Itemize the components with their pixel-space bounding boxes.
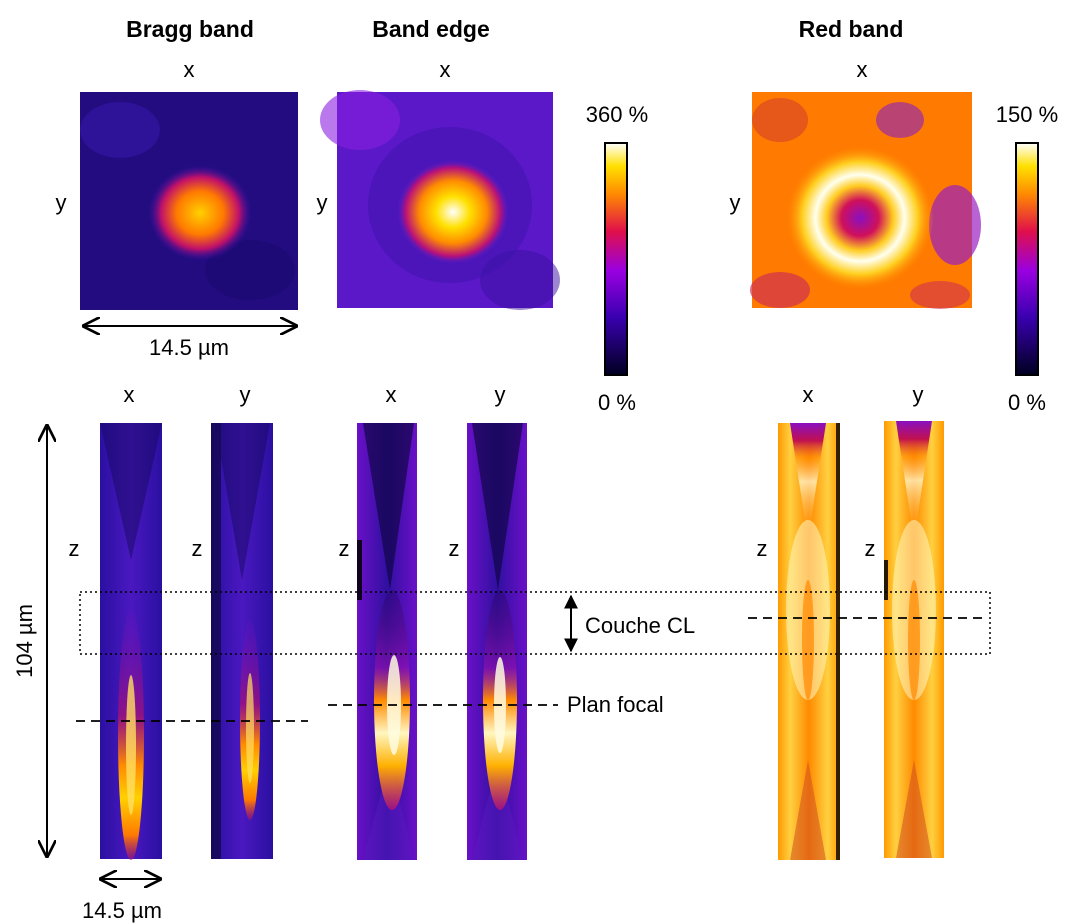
heatmap-xy-band-edge — [320, 90, 560, 310]
colorbar-right-min: 0 % — [1008, 390, 1046, 415]
label-x-bragg-xz: x — [124, 382, 135, 407]
label-y-bragg-yz: y — [240, 382, 251, 407]
label-z-5: z — [757, 536, 768, 561]
title-band-edge: Band edge — [372, 16, 490, 42]
title-bragg-band: Bragg band — [126, 16, 254, 42]
scale-label-bottom: 14.5 µm — [82, 898, 162, 923]
label-y-edge: y — [317, 190, 328, 215]
colorbar-left-min: 0 % — [598, 390, 636, 415]
strip-xz-bragg — [100, 423, 162, 860]
heatmap-xy-bragg — [80, 92, 298, 310]
strip-yz-bragg — [211, 423, 273, 859]
colorbar-left-max: 360 % — [586, 102, 648, 127]
label-z-1: z — [69, 536, 80, 561]
label-x-red-xz: x — [803, 382, 814, 407]
title-red-band: Red band — [799, 16, 904, 42]
cl-layer-box — [79, 591, 991, 655]
strip-yz-red-band — [884, 421, 944, 858]
label-z-6: z — [865, 536, 876, 561]
strip-yz-band-edge — [467, 423, 527, 860]
colorbar-right — [1015, 142, 1039, 376]
label-x-bragg: x — [184, 57, 195, 82]
colorbar-right-max: 150 % — [996, 102, 1058, 127]
label-y-edge-yz: y — [495, 382, 506, 407]
label-x-edge: x — [440, 57, 451, 82]
label-y-bragg: y — [56, 190, 67, 215]
label-x-red: x — [857, 57, 868, 82]
colorbar-left — [604, 142, 628, 376]
label-z-2: z — [192, 536, 203, 561]
cl-layer-label: Couche CL — [585, 613, 695, 638]
label-y-red: y — [730, 190, 741, 215]
focal-plane-label: Plan focal — [567, 692, 664, 717]
strip-xz-band-edge — [357, 423, 417, 860]
label-x-edge-xz: x — [386, 382, 397, 407]
strip-xz-red-band — [778, 423, 840, 860]
label-z-3: z — [339, 536, 350, 561]
scale-label-vertical: 104 µm — [12, 604, 37, 678]
label-y-red-yz: y — [913, 382, 924, 407]
label-z-4: z — [449, 536, 460, 561]
scale-label-top: 14.5 µm — [149, 335, 229, 360]
heatmap-xy-red-band — [750, 92, 981, 309]
